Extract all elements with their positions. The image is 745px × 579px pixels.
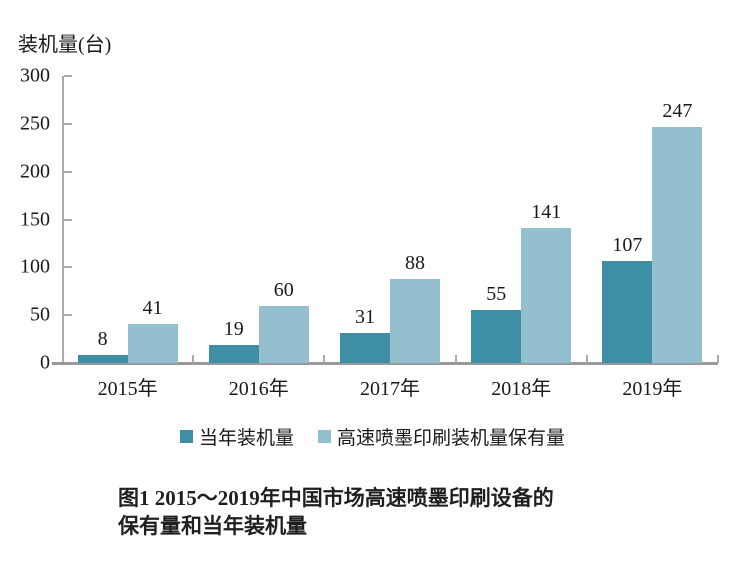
bar-value-label: 41 (142, 296, 163, 319)
bar-total-2016年 (258, 305, 309, 363)
bar-total-2017年 (390, 278, 440, 363)
figure-caption: 图1 2015～2019年中国市场高速喷墨印刷设备的 保有量和当年装机量 (118, 484, 618, 540)
bar-current-2018年 (471, 310, 522, 363)
y-tick-label: 250 (20, 112, 50, 135)
y-tick-label: 100 (20, 255, 50, 278)
bar-current-2019年 (602, 260, 653, 363)
x-tick (585, 355, 588, 363)
figure-caption-line1: 图1 2015～2019年中国市场高速喷墨印刷设备的 (118, 486, 554, 510)
y-axis-line (62, 76, 64, 363)
y-tick-label: 300 (20, 64, 50, 87)
bar-value-label: 247 (662, 99, 693, 122)
y-tick (64, 75, 72, 77)
x-axis-label: 2018年 (491, 378, 552, 400)
x-axis-label: 2015年 (97, 378, 158, 400)
x-axis-label: 2019年 (622, 378, 683, 400)
x-tick (454, 355, 457, 363)
y-tick (64, 122, 72, 125)
y-tick (64, 218, 72, 221)
x-axis-label: 2017年 (360, 378, 420, 400)
bar-value-label: 88 (405, 251, 425, 274)
bar-value-label: 60 (273, 278, 294, 301)
bar-value-label: 107 (612, 233, 643, 256)
legend-label: 高速喷墨印刷装机量保有量 (337, 428, 566, 449)
bar-total-2018年 (521, 228, 572, 363)
y-tick (64, 170, 72, 173)
x-tick (717, 355, 719, 363)
bar-value-label: 8 (97, 328, 108, 351)
chart-legend: 当年装机量 高速喷墨印刷装机量保有量 (0, 423, 745, 450)
bar-value-label: 19 (223, 317, 244, 340)
y-axis-title: 装机量(台) (18, 34, 112, 56)
legend-swatch-icon (318, 430, 331, 443)
x-axis-label: 2016年 (228, 378, 289, 400)
y-tick (64, 266, 72, 269)
legend-label: 当年装机量 (198, 428, 294, 449)
bar-value-label: 141 (531, 201, 562, 224)
bar-total-2019年 (652, 126, 703, 363)
bar-current-2015年 (77, 355, 128, 363)
legend-swatch-icon (179, 430, 193, 443)
bar-current-2016年 (208, 344, 259, 363)
y-tick-label: 200 (20, 160, 50, 183)
y-tick-label: 150 (20, 208, 50, 230)
legend-item-cumulative-installs: 高速喷墨印刷装机量保有量 (318, 423, 565, 450)
x-tick (192, 355, 195, 363)
y-tick-label: 0 (40, 351, 50, 374)
bar-current-2017年 (340, 333, 390, 363)
x-tick (323, 355, 326, 363)
bar-value-label: 55 (486, 283, 507, 306)
bar-value-label: 31 (355, 306, 375, 329)
bar-total-2015年 (127, 323, 178, 363)
figure-caption-line2: 保有量和当年装机量 (118, 514, 307, 538)
legend-item-current-installs: 当年装机量 (179, 423, 294, 450)
y-tick (64, 314, 72, 317)
x-axis-line (52, 362, 718, 365)
y-tick-label: 50 (30, 303, 50, 326)
bar-chart-plot-area: 0 50 100 150 200 250 300 8 41 2015年 19 60 2016年 31 88 2… (20, 65, 719, 400)
